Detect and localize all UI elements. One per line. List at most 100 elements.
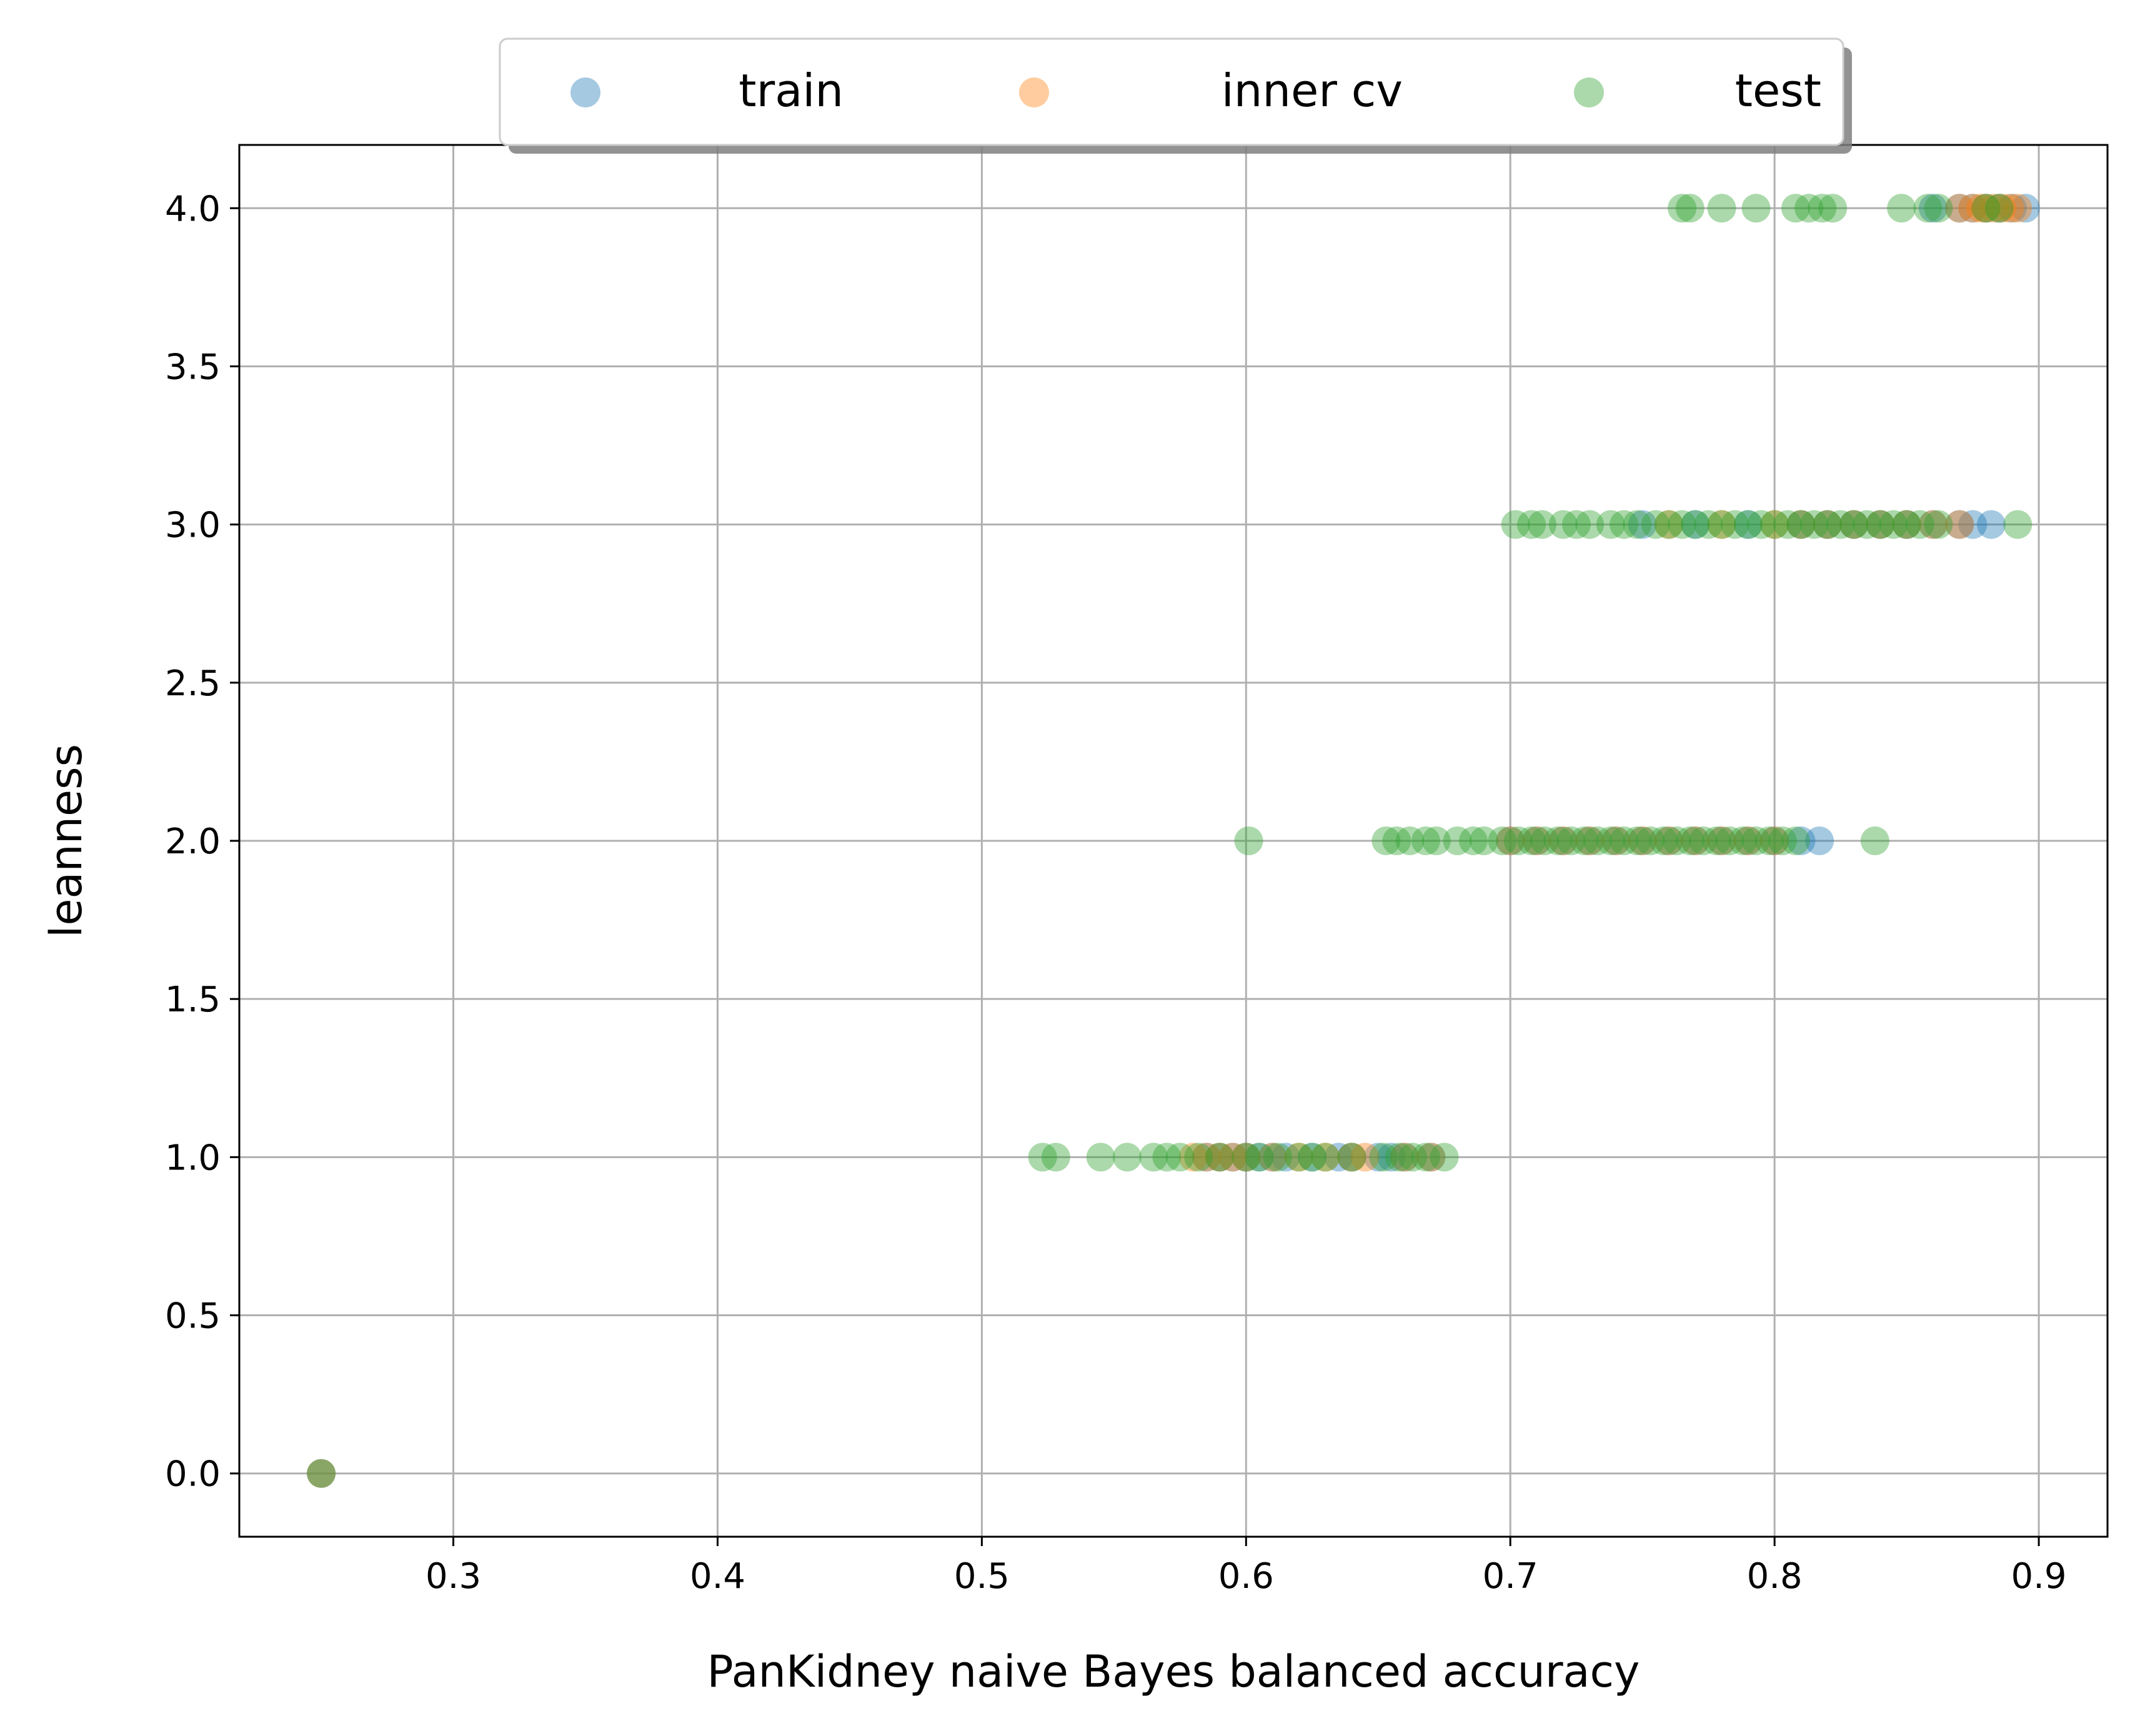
data-point [1654,826,1683,855]
data-point [1768,826,1797,855]
data-point [1628,826,1657,855]
data-point [1324,1143,1353,1172]
data-point [1530,826,1560,855]
data-point [1995,194,2024,223]
x-tick-label: 0.9 [2011,1556,2067,1597]
data-point [1694,510,1723,539]
data-point [1371,826,1401,855]
data-point [1754,826,1784,855]
data-point [1818,194,1848,223]
data-point [1411,826,1440,855]
data-point [1517,826,1546,855]
data-point [1390,1143,1420,1172]
data-point [1548,826,1578,855]
data-point [2011,194,2040,223]
data-point [1905,510,1934,539]
y-axis: 0.0 0.5 1.0 1.5 2.0 2.5 3.0 3.5 4.0 [165,189,239,1495]
data-point [1337,1143,1366,1172]
data-point [1781,826,1810,855]
y-tick-label: 4.0 [165,189,221,229]
data-point [1522,826,1551,855]
data-point [1430,1143,1459,1172]
y-tick-label: 0.5 [165,1296,221,1337]
data-point [1636,826,1665,855]
data-point [1976,510,2006,539]
data-point [1641,510,1670,539]
data-point [1733,510,1763,539]
data-point [1760,510,1789,539]
data-point [1741,826,1771,855]
data-point [1369,1143,1398,1172]
legend-item-test: test [1574,64,1821,117]
data-point [1258,1143,1287,1172]
data-point [1892,510,1921,539]
data-point [1760,826,1789,855]
data-point [1654,510,1683,539]
data-point [1702,826,1731,855]
data-point [1733,826,1763,855]
data-point [1668,510,1697,539]
scatter-points [307,194,2040,1488]
data-point [1681,826,1710,855]
series-inner-cv [307,194,2033,1488]
data-point [1918,510,1948,539]
data-point [1527,510,1556,539]
data-point [1561,510,1591,539]
data-point [1945,194,1974,223]
data-point [1575,826,1605,855]
data-point [1654,826,1683,855]
data-point [1746,510,1776,539]
data-point [1575,510,1605,539]
data-point [1501,510,1530,539]
series-train [307,194,2040,1488]
data-point [1601,826,1631,855]
data-point [1728,826,1758,855]
data-point [1866,510,1895,539]
legend-items: train inner cv test [570,64,1821,117]
data-point [1808,194,1837,223]
legend-label: test [1735,64,1821,117]
data-point [1839,510,1869,539]
data-point [1575,826,1605,855]
data-point [1733,826,1763,855]
data-point [1760,510,1789,539]
data-point [1416,1143,1446,1172]
legend-marker [1574,77,1604,107]
data-point [1234,826,1263,855]
data-point [1298,1143,1327,1172]
data-point [1596,510,1625,539]
data-point [1583,826,1612,855]
legend-label: train [739,64,844,117]
data-point [1741,194,1771,223]
data-point [1363,1143,1393,1172]
data-point [1707,194,1736,223]
data-point [1258,1143,1287,1172]
data-point [1971,194,2001,223]
data-point [1681,510,1710,539]
data-point [1794,194,1824,223]
data-point [1781,194,1810,223]
data-point [1662,826,1691,855]
data-point [1459,826,1488,855]
data-point [1139,1143,1168,1172]
data-point [1707,826,1736,855]
data-point [307,1459,336,1488]
data-point [1192,1143,1221,1172]
data-point [1668,194,1697,223]
data-point [1390,1143,1420,1172]
data-point [1866,510,1895,539]
data-point [1892,510,1921,539]
data-point [1496,826,1525,855]
data-point [1522,826,1551,855]
data-point [1924,510,1953,539]
legend-marker [1019,77,1049,107]
data-point [1232,1143,1261,1172]
data-point [1984,194,2014,223]
legend-label: inner cv [1222,64,1403,117]
data-point [1839,510,1869,539]
data-point [1610,510,1639,539]
data-point [1918,194,1948,223]
data-point [1984,194,2014,223]
data-point [1596,826,1625,855]
